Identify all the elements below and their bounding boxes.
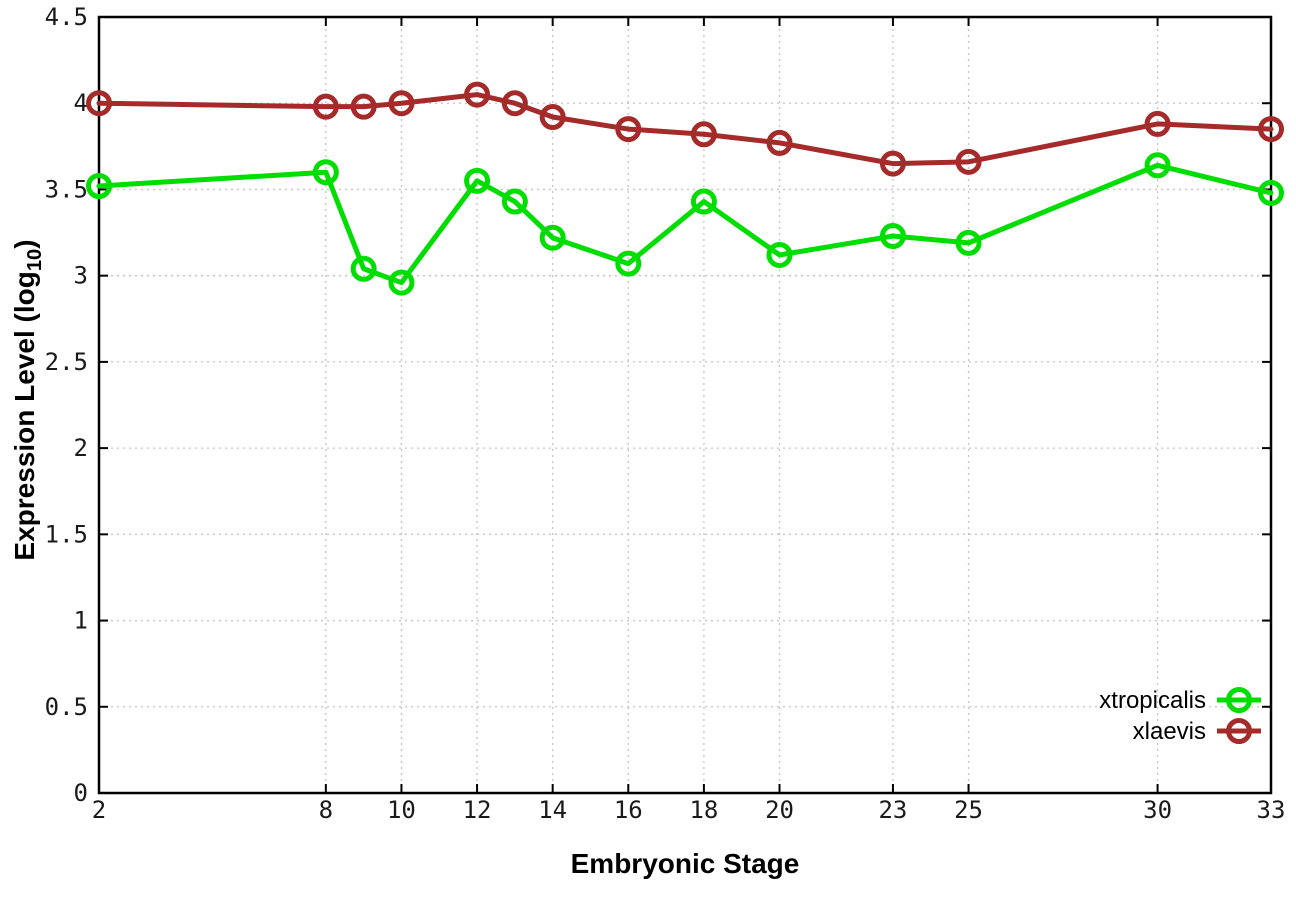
- x-tick-label: 23: [878, 796, 907, 824]
- data-point-xtropicalis: [879, 223, 906, 250]
- legend-marker-xlaevis: [1226, 718, 1252, 744]
- x-tick-label: 10: [387, 796, 416, 824]
- data-point-xtropicalis: [350, 255, 377, 282]
- data-point-xtropicalis: [501, 188, 528, 215]
- legend-label-xlaevis: xlaevis: [1133, 718, 1206, 745]
- x-axis-title: Embryonic Stage: [571, 848, 800, 879]
- data-point-xtropicalis: [690, 188, 717, 215]
- axis-ticks: [98, 16, 1272, 794]
- data-point-xlaevis: [350, 93, 377, 120]
- x-tick-labels: 2 8 10 12 14 16 18 20 23 25 30 33: [92, 796, 1286, 824]
- data-point-xtropicalis: [539, 224, 566, 251]
- y-tick-label: 2.5: [45, 348, 88, 376]
- legend-label-xtropicalis: xtropicalis: [1099, 687, 1206, 714]
- data-point-xtropicalis: [312, 159, 339, 186]
- x-tick-label: 2: [92, 796, 106, 824]
- data-point-xlaevis: [879, 150, 906, 177]
- y-tick-label: 1.5: [45, 520, 88, 548]
- y-tick-label: 3: [74, 262, 88, 290]
- data-point-xtropicalis: [388, 269, 415, 296]
- y-tick-label: 4: [74, 89, 88, 117]
- x-tick-label: 18: [689, 796, 718, 824]
- data-point-xlaevis: [766, 129, 793, 156]
- x-tick-label: 8: [319, 796, 333, 824]
- x-tick-label: 30: [1143, 796, 1172, 824]
- y-tick-label: 0: [74, 779, 88, 807]
- series-xtropicalis: [86, 152, 1284, 296]
- y-tick-label: 0.5: [45, 693, 88, 721]
- x-tick-label: 12: [463, 796, 492, 824]
- plot-border: [97, 15, 1273, 795]
- data-point-xlaevis: [955, 148, 982, 175]
- y-tick-label: 1: [74, 607, 88, 635]
- y-tick-label: 2: [74, 434, 88, 462]
- data-point-xlaevis: [1258, 116, 1284, 143]
- data-point-xlaevis: [501, 90, 528, 117]
- x-tick-label: 33: [1257, 796, 1286, 824]
- x-tick-label: 25: [954, 796, 983, 824]
- data-point-xlaevis: [690, 121, 717, 148]
- data-point-xlaevis: [1144, 110, 1171, 137]
- data-point-xtropicalis: [766, 241, 793, 268]
- data-point-xtropicalis: [955, 229, 982, 256]
- x-tick-label: 20: [765, 796, 794, 824]
- data-point-xtropicalis: [1258, 179, 1284, 206]
- data-series: [86, 81, 1284, 296]
- data-point-xlaevis: [86, 90, 112, 117]
- y-tick-labels: 0 0.5 1 1.5 2 2.5 3 3.5 4 4.5: [45, 3, 88, 807]
- data-point-xlaevis: [539, 104, 566, 131]
- legend-marker-xtropicalis: [1226, 687, 1252, 713]
- series-xlaevis: [86, 81, 1284, 177]
- y-axis-title: Expression Level (log10): [9, 239, 46, 560]
- y-tick-label: 3.5: [45, 175, 88, 203]
- data-point-xlaevis: [464, 81, 491, 108]
- x-tick-label: 14: [538, 796, 567, 824]
- data-point-xtropicalis: [464, 167, 491, 194]
- legend: xtropicalis xlaevis: [1099, 687, 1261, 745]
- data-point-xtropicalis: [86, 172, 112, 199]
- data-point-xtropicalis: [1144, 152, 1171, 179]
- data-point-xlaevis: [388, 90, 415, 117]
- x-tick-label: 16: [614, 796, 643, 824]
- y-tick-label: 4.5: [45, 3, 88, 31]
- data-point-xlaevis: [615, 116, 642, 143]
- data-point-xlaevis: [312, 93, 339, 120]
- plot-border-rect: [97, 15, 1273, 795]
- data-point-xtropicalis: [615, 250, 642, 277]
